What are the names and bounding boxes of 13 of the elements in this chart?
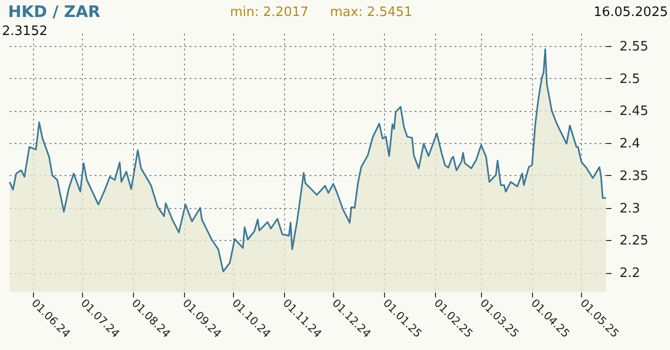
text: max: 2.5451 xyxy=(330,5,412,20)
y-tick-label: 2.2 xyxy=(620,266,640,282)
text: 16.05.2025 xyxy=(594,5,668,20)
y-tick-label: 2.3 xyxy=(620,201,640,216)
y-tick-label: 2.55 xyxy=(620,39,648,54)
y-tick-label: 2.45 xyxy=(620,104,648,120)
y-tick-label: 2.25 xyxy=(620,234,648,249)
text: min: 2.2017 xyxy=(230,5,309,20)
y-tick-label: 2.35 xyxy=(620,168,648,184)
annotation: 2.3152 xyxy=(2,24,48,39)
y-tick-label: 2.5 xyxy=(620,72,640,87)
y-tick-label: 2.4 xyxy=(620,136,640,152)
chart-title: HKD / ZAR xyxy=(8,2,100,21)
